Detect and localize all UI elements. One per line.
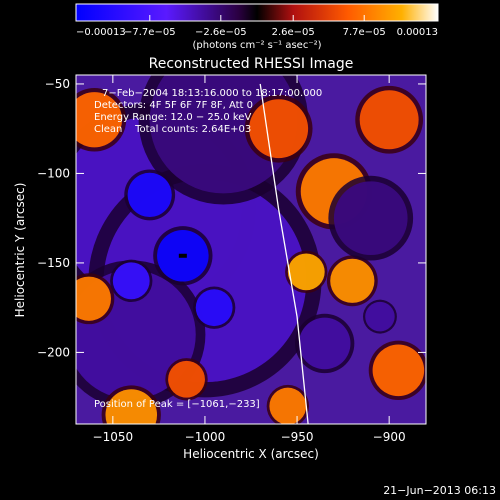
heatmap-blob	[365, 301, 395, 332]
heatmap-blob	[269, 387, 307, 424]
heatmap-blob	[112, 262, 150, 300]
colorbar-ticks	[75, 15, 439, 21]
x-axis-ticks	[112, 75, 390, 424]
colorbar-tick-label: 7.7e−05	[343, 27, 386, 38]
y-axis-ticks	[76, 83, 426, 353]
x-tick-label: −950	[281, 430, 314, 444]
peak-position-text: Position of Peak = [−1061,−233]	[94, 399, 260, 410]
colorbar-tick-label: 2.6e−05	[272, 27, 315, 38]
footer-timestamp: 21−Jun−2013 06:13	[383, 484, 496, 497]
heatmap-blob	[195, 289, 233, 327]
y-tick-labels: −50 −100 −150 −200	[37, 77, 70, 359]
x-tick-label: −1050	[93, 430, 134, 444]
colorbar-tick-label: 0.00013	[397, 27, 438, 38]
time-range-text: 7−Feb−2004 18:13:16.000 to 18:17:00.000	[102, 88, 322, 99]
peak-marker	[178, 253, 187, 258]
heatmap-blob	[298, 317, 351, 370]
y-tick-label: −200	[37, 345, 70, 359]
x-tick-label: −1000	[185, 430, 226, 444]
heatmap-blobs	[76, 75, 426, 424]
heatmap-blob	[372, 344, 425, 397]
solar-limb-curve	[259, 83, 309, 424]
heatmap-blob	[330, 258, 375, 303]
x-axis-label: Heliocentric X (arcsec)	[183, 447, 319, 461]
colorbar	[75, 3, 439, 22]
heatmap-blob	[168, 360, 205, 398]
heatmap-blob	[287, 253, 325, 291]
heatmap-blob	[127, 172, 172, 218]
heatmap-blob	[333, 181, 408, 256]
detectors-text: Detectors: 4F 5F 6F 7F 8F, Att 0	[94, 100, 253, 111]
heatmap-blob	[76, 92, 123, 148]
x-tick-label: −900	[373, 430, 406, 444]
y-tick-label: −100	[37, 166, 70, 180]
x-tick-labels: −1050 −1000 −950 −900	[93, 430, 406, 444]
colorbar-tick-labels: −0.00013−7.7e−05 −2.6e−05 2.6e−05 7.7e−05 0.…	[76, 27, 438, 38]
chart-title: Reconstructed RHESSI Image	[149, 56, 354, 72]
heatmap-blob	[359, 90, 419, 150]
colorbar-tick-label: −7.7e−05	[124, 27, 176, 38]
heatmap-blob	[249, 99, 309, 159]
y-tick-label: −150	[37, 256, 70, 270]
colorbar-tick-label: −0.00013	[76, 27, 126, 38]
y-tick-label: −50	[45, 77, 70, 91]
energy-range-text: Energy Range: 12.0 − 25.0 keV	[94, 112, 251, 123]
colorbar-tick-label: −2.6e−05	[195, 27, 247, 38]
colorbar-units: (photons cm⁻² s⁻¹ asec⁻²)	[192, 40, 321, 51]
plot-frame	[75, 74, 427, 425]
clean-counts-text: Clean Total counts: 2.64E+03	[94, 124, 251, 135]
y-axis-label: Heliocentric Y (arcsec)	[13, 183, 27, 318]
heatmap-blob	[76, 276, 111, 321]
heatmap-blob	[105, 389, 158, 424]
